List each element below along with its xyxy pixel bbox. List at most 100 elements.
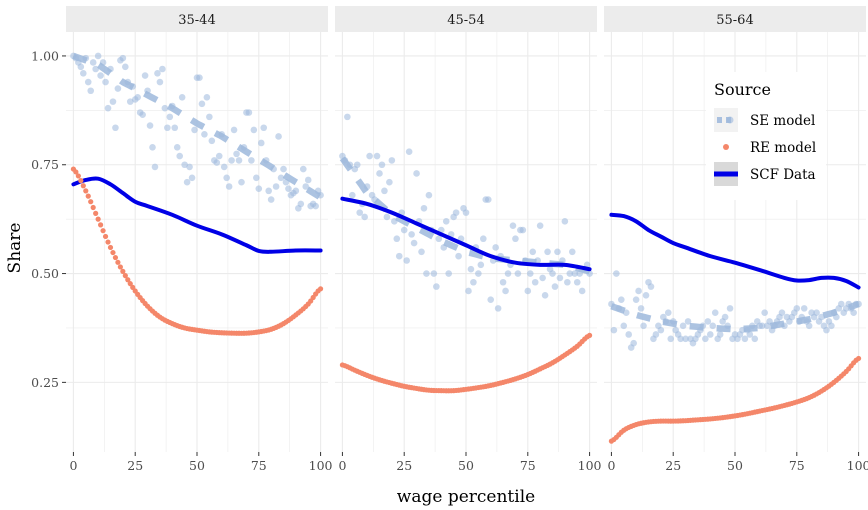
se-model-point [625,331,633,338]
legend-key-scf-data [714,162,738,186]
se-model-point [711,309,719,317]
se-model-point [213,159,221,166]
se-model-point [245,109,253,116]
se-model-point [203,93,211,101]
x-tick-label: 0 [338,458,346,473]
se-model-point [640,322,647,330]
se-model-point [850,309,857,317]
legend-label-se-model: SE model [750,113,815,129]
se-model-point [353,161,361,169]
x-tick-label: 50 [727,458,743,473]
se-model-point [484,196,492,203]
y-tick-label: 0.50 [31,266,59,281]
se-model-point [104,104,112,112]
re-model-point [107,244,114,251]
se-model-point [171,124,179,132]
se-model-point [223,174,230,182]
se-model-point [716,331,724,338]
se-model-point [793,305,801,312]
se-model-point [635,287,642,295]
se-model-point [524,287,532,295]
x-tick-label: 75 [520,458,536,473]
se-model-point [228,157,235,164]
se-model-point [462,209,470,216]
x-axis: 0 25 50 75 100 0 25 50 75 100 0 25 50 75 100 [69,452,868,473]
se-model-point [161,104,169,112]
se-model-point [233,150,240,158]
se-model-point [721,313,729,321]
se-model-point [280,165,287,173]
se-model-point [531,278,539,286]
se-model-point [159,65,166,73]
scf-data-line [71,176,323,254]
se-model-point [92,65,99,73]
re-model-point [88,199,94,205]
facet-label-55-64: 55-64 [716,13,753,28]
se-model-point [146,122,154,129]
se-model-point [94,52,102,60]
se-model-point [726,305,734,312]
legend-key-re-model [714,135,738,159]
se-model-point [292,187,300,195]
se-model-point [805,322,813,330]
se-model-point [388,157,396,164]
x-tick-label: 100 [847,458,868,473]
se-model-point [477,261,485,269]
se-model-point [504,270,512,277]
se-model-point [536,222,544,229]
x-tick-label: 25 [396,458,412,473]
re-model-point [98,222,104,228]
se-model-point [475,270,482,277]
facet-label-45-54: 45-54 [447,13,484,28]
se-model-point [618,296,625,303]
se-model-point [509,222,517,229]
se-model-point [551,283,559,290]
re-model-point [112,254,119,261]
se-model-point [622,309,630,317]
se-model-point [373,152,381,160]
re-model-point [90,204,96,211]
x-tick-label: 100 [309,458,333,473]
legend-label-scf-data: SCF Data [750,167,816,183]
se-model-point [677,335,684,343]
x-tick-label: 0 [69,458,77,473]
se-model-point [423,270,430,277]
x-tick-label: 50 [458,458,474,473]
re-model-point [95,216,101,222]
se-model-point [134,93,141,101]
se-model-point [378,161,386,169]
se-model-point [630,339,637,347]
se-model-point [220,163,228,171]
se-model-point [238,178,245,186]
se-model-point [122,63,129,71]
se-model-point [173,144,181,151]
se-model-point [837,300,845,308]
se-model-point [186,163,193,171]
se-model-point [433,283,440,290]
se-model-point [761,309,768,317]
x-axis-title: wage percentile [397,487,535,507]
legend-key-se-model [714,108,738,132]
se-model-point [706,331,714,338]
se-model-point [299,165,307,173]
re-model-point [110,249,116,256]
panel-35-44: 35-44 [66,6,328,452]
se-model-point [89,59,97,66]
se-model-point [746,331,754,338]
se-model-point [304,176,312,184]
re-model-point [102,233,109,240]
se-model-point [386,178,393,186]
scf-data-line [340,196,592,272]
se-model-point [112,124,119,132]
se-model-point [632,296,640,303]
se-model-point [188,174,196,182]
se-model-point [828,322,835,330]
se-model-point [191,126,198,134]
se-model-point [181,161,188,169]
se-model-point [571,270,579,277]
se-model-point [356,209,364,216]
se-model-point [573,278,581,286]
se-model-point [257,139,265,147]
se-model-point [499,278,507,286]
